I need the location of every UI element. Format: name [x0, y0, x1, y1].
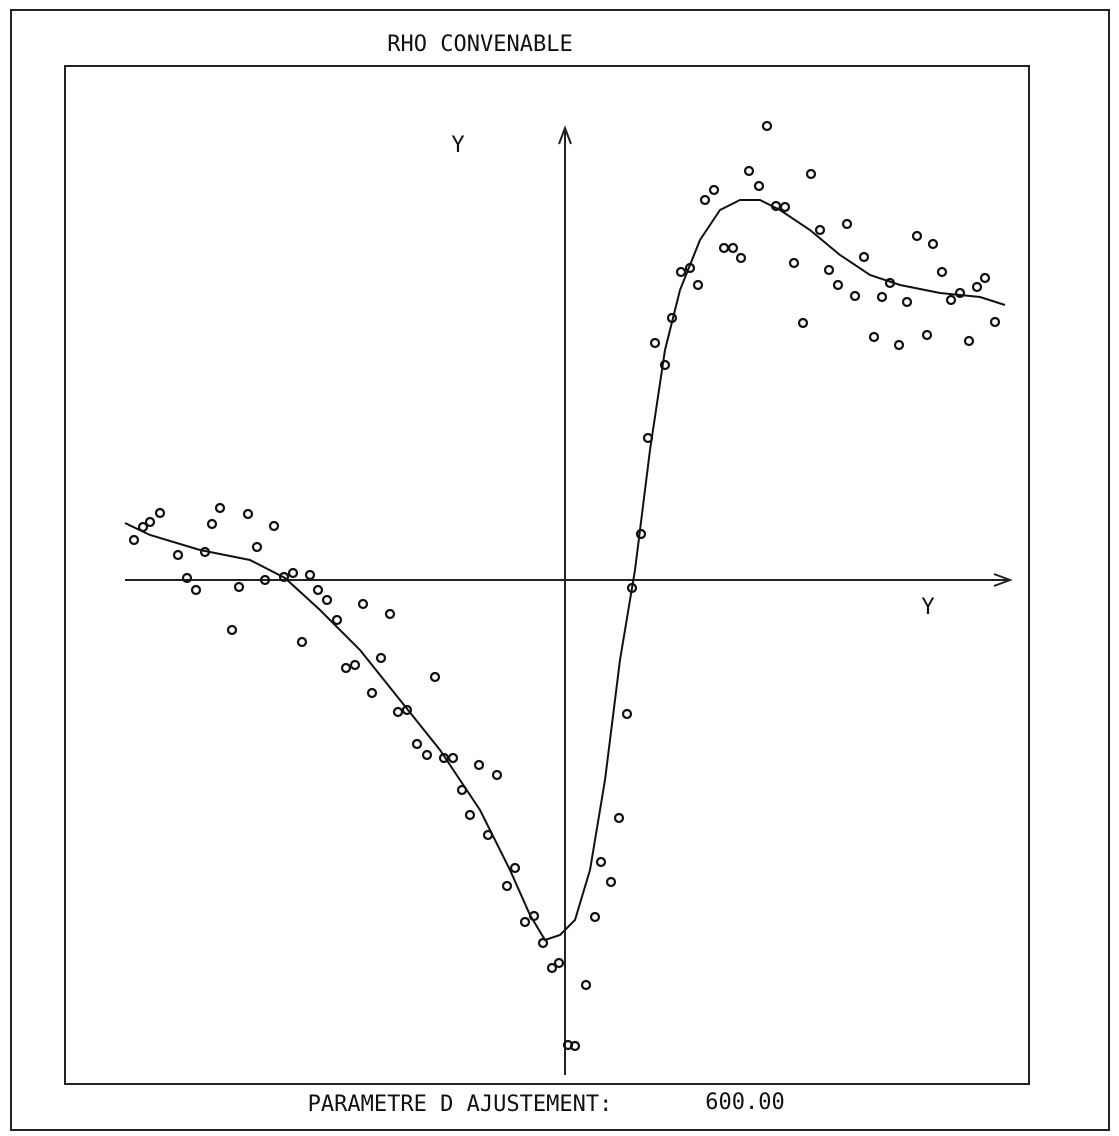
data-point — [613, 812, 625, 824]
data-point — [128, 534, 140, 546]
data-point — [708, 184, 720, 196]
footer-label: PARAMETRE D AJUSTEMENT: — [308, 1092, 613, 1117]
data-point — [401, 704, 413, 716]
data-point — [384, 608, 396, 620]
data-point — [814, 224, 826, 236]
data-point — [727, 242, 739, 254]
data-point — [868, 331, 880, 343]
data-point — [304, 569, 316, 581]
y-axis-label: Y — [451, 133, 464, 158]
data-point — [349, 659, 361, 671]
chart-title: RHO CONVENABLE — [387, 32, 572, 57]
data-point — [321, 594, 333, 606]
data-point — [805, 168, 817, 180]
data-point — [580, 979, 592, 991]
data-point — [735, 252, 747, 264]
data-point — [832, 279, 844, 291]
data-point — [876, 291, 888, 303]
data-point — [375, 652, 387, 664]
data-point — [473, 759, 485, 771]
data-point — [537, 937, 549, 949]
data-point — [945, 294, 957, 306]
data-point — [589, 911, 601, 923]
data-point — [797, 317, 809, 329]
data-point — [331, 614, 343, 626]
data-point — [154, 507, 166, 519]
data-point — [464, 809, 476, 821]
data-point — [954, 287, 966, 299]
data-point — [692, 279, 704, 291]
data-point — [501, 880, 513, 892]
data-point — [259, 574, 271, 586]
data-point — [911, 230, 923, 242]
data-point — [858, 251, 870, 263]
data-point — [357, 598, 369, 610]
data-point — [190, 584, 202, 596]
data-point — [936, 266, 948, 278]
data-point — [971, 281, 983, 293]
data-point — [206, 518, 218, 530]
x-axis-arrow — [993, 573, 1013, 587]
y-axis-arrow — [558, 125, 572, 145]
data-point — [788, 257, 800, 269]
data-point — [312, 584, 324, 596]
data-point — [214, 502, 226, 514]
data-point — [144, 516, 156, 528]
data-point — [392, 706, 404, 718]
data-point — [963, 335, 975, 347]
data-point — [553, 957, 565, 969]
data-point — [296, 636, 308, 648]
data-point — [491, 769, 503, 781]
data-point — [718, 242, 730, 254]
outer-frame — [10, 9, 1110, 1131]
data-point — [268, 520, 280, 532]
data-point — [366, 687, 378, 699]
data-point — [901, 296, 913, 308]
data-point — [519, 916, 531, 928]
data-point — [979, 272, 991, 284]
data-point — [761, 120, 773, 132]
data-point — [921, 329, 933, 341]
data-point — [823, 264, 835, 276]
data-point — [287, 567, 299, 579]
data-point — [546, 962, 558, 974]
data-point — [989, 316, 1001, 328]
data-point — [278, 571, 290, 583]
data-point — [509, 862, 521, 874]
fit-curve — [124, 199, 1006, 942]
data-point — [242, 508, 254, 520]
data-point — [699, 194, 711, 206]
data-point — [411, 738, 423, 750]
data-point — [181, 572, 193, 584]
data-point — [779, 201, 791, 213]
footer-value: 600.00 — [705, 1090, 784, 1115]
data-point — [595, 856, 607, 868]
data-point — [226, 624, 238, 636]
data-point — [893, 339, 905, 351]
data-point — [849, 290, 861, 302]
data-point — [172, 549, 184, 561]
data-point — [340, 662, 352, 674]
data-point — [233, 581, 245, 593]
plot-frame — [64, 65, 1030, 1085]
data-point — [429, 671, 441, 683]
data-point — [675, 266, 687, 278]
x-axis-label: Y — [921, 595, 934, 620]
data-point — [569, 1040, 581, 1052]
data-point — [659, 359, 671, 371]
data-point — [251, 541, 263, 553]
data-point — [927, 238, 939, 250]
data-point — [743, 165, 755, 177]
data-point — [621, 708, 633, 720]
data-point — [753, 180, 765, 192]
data-point — [421, 749, 433, 761]
data-point — [605, 876, 617, 888]
data-point — [841, 218, 853, 230]
data-point — [649, 337, 661, 349]
data-point — [447, 752, 459, 764]
